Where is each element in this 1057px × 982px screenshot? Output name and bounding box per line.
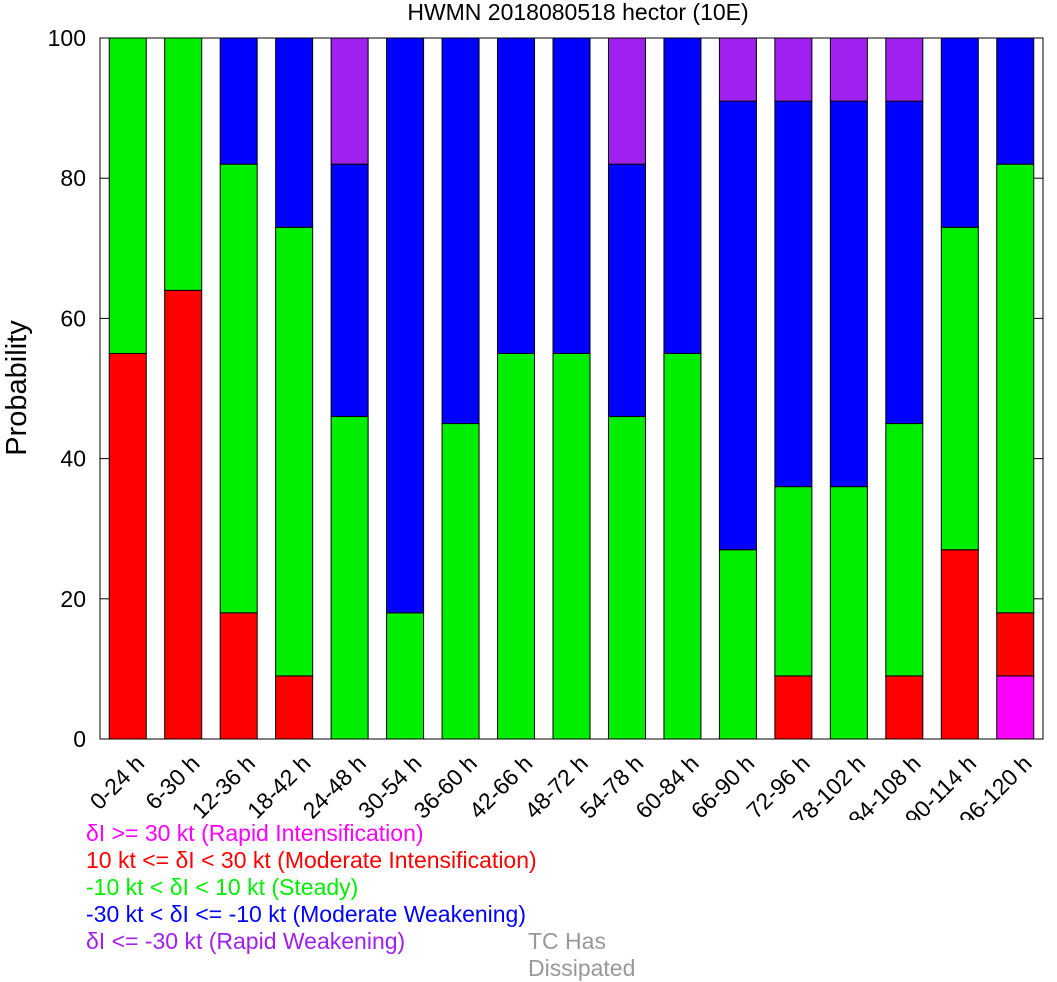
legend-entry-2: -10 kt < δI < 10 kt (Steady) [86, 874, 359, 900]
legend-entry-4: δI <= -30 kt (Rapid Weakening) [86, 928, 406, 954]
bar-segment-16-1 [996, 612, 1035, 677]
y-tick-label: 20 [60, 586, 86, 612]
bar-segment-16-2 [996, 163, 1035, 614]
y-tick-label: 80 [60, 165, 86, 191]
bar-segment-2-3 [219, 37, 258, 165]
bar-segment-13-4 [829, 37, 868, 102]
bar-segment-3-1 [275, 675, 314, 740]
bar-segment-8-2 [552, 352, 591, 740]
bar-segment-14-2 [885, 423, 924, 677]
bar-segment-15-2 [940, 226, 979, 551]
y-axis: 0 20 40 60 80 100 [48, 25, 1043, 752]
bar-segment-6-3 [441, 37, 480, 425]
bar-segment-14-3 [885, 100, 924, 425]
bar-segment-10-2 [663, 352, 702, 740]
chart: HWMN 2018080518 hector (10E) Probability… [1, 0, 1044, 820]
y-tick-label: 40 [60, 446, 86, 472]
bar-segment-12-2 [774, 486, 813, 677]
bar-segment-4-2 [330, 416, 369, 740]
x-tick-label: 0-24 h [85, 750, 150, 815]
bar-segment-2-1 [219, 612, 258, 740]
bar-segment-0-2 [108, 37, 147, 354]
bar-segment-0-1 [108, 352, 147, 740]
bar-segment-8-3 [552, 37, 591, 354]
bar-segment-3-2 [275, 226, 314, 677]
bar-segment-10-3 [663, 37, 702, 354]
bar-segment-6-2 [441, 423, 480, 740]
bar-segment-11-4 [718, 37, 757, 102]
legend: δI >= 30 kt (Rapid Intensification) 10 kt… [86, 820, 635, 981]
bar-segment-9-4 [607, 37, 646, 165]
y-tick-label: 100 [48, 25, 86, 51]
bar-segment-5-3 [386, 37, 425, 614]
bar-segment-11-2 [718, 549, 757, 740]
bar-segment-3-3 [275, 37, 314, 228]
bar-segment-16-3 [996, 37, 1035, 165]
bar-segment-16-0 [996, 675, 1035, 740]
bar-segment-9-2 [607, 416, 646, 740]
bar-segment-5-2 [386, 612, 425, 740]
bar-segment-2-2 [219, 163, 258, 614]
bar-segment-13-2 [829, 486, 868, 740]
legend-entry-dissipated: TC Has Dissipated [528, 928, 636, 981]
bar-segment-9-3 [607, 163, 646, 418]
bar-segment-7-2 [497, 352, 536, 740]
bar-segment-4-3 [330, 163, 369, 418]
bar-segment-12-1 [774, 675, 813, 740]
bar-segment-15-1 [940, 549, 979, 740]
bar-segment-4-4 [330, 37, 369, 165]
bar-segment-15-3 [940, 37, 979, 228]
y-axis-label: Probability [1, 320, 33, 456]
bar-segment-14-1 [885, 675, 924, 740]
chart-title: HWMN 2018080518 hector (10E) [407, 0, 748, 25]
y-tick-label: 60 [60, 305, 86, 331]
legend-entry-0: δI >= 30 kt (Rapid Intensification) [86, 820, 424, 846]
bar-segment-1-1 [164, 289, 203, 740]
bar-segment-12-4 [774, 37, 813, 102]
bar-segment-11-3 [718, 100, 757, 551]
bars [108, 37, 1035, 740]
bar-segment-14-4 [885, 37, 924, 102]
legend-entry-3: -30 kt < δI <= -10 kt (Moderate Weakenin… [86, 901, 527, 927]
bar-segment-12-3 [774, 100, 813, 488]
plot-frame [99, 37, 1044, 740]
x-axis: 0-24 h6-30 h12-36 h18-42 h24-48 h30-54 h… [85, 750, 1037, 820]
legend-entry-1: 10 kt <= δI < 30 kt (Moderate Intensific… [86, 847, 537, 873]
bar-segment-7-3 [497, 37, 536, 354]
y-tick-label: 0 [73, 726, 86, 752]
bar-segment-1-2 [164, 37, 203, 291]
bar-segment-13-3 [829, 100, 868, 488]
